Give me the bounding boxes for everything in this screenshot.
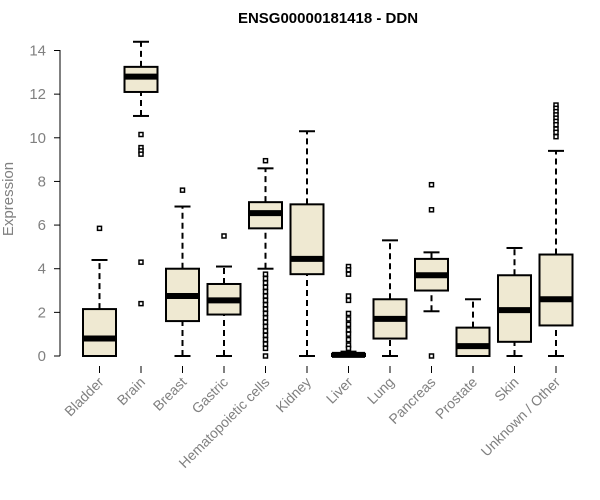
box-unknown-other	[538, 102, 574, 357]
outlier-point	[262, 288, 269, 295]
x-tick-label: Kidney	[273, 374, 315, 416]
box-iqr	[289, 203, 325, 276]
outlier-point	[262, 341, 269, 347]
box-bladder	[82, 225, 117, 357]
outlier-point	[262, 271, 269, 277]
x-tick-label: Prostate	[432, 374, 480, 422]
outlier-point	[345, 327, 352, 333]
outlier-point	[345, 310, 352, 317]
y-axis-label: Expression	[0, 162, 17, 236]
outlier-point	[262, 297, 269, 304]
outlier-point	[262, 332, 269, 339]
x-tick-label: Skin	[491, 374, 522, 405]
x-tick-label: Breast	[150, 374, 190, 414]
outlier-point	[262, 157, 269, 164]
outlier-point	[345, 267, 352, 273]
outlier-point	[262, 280, 269, 286]
outlier-point	[138, 259, 144, 265]
outlier-point	[262, 315, 269, 321]
box-brain	[123, 40, 159, 307]
outlier-point	[553, 129, 559, 136]
box-lung	[372, 239, 408, 357]
x-tick-label: Lung	[364, 374, 397, 407]
outlier-point	[262, 293, 269, 299]
box-skin	[497, 246, 532, 357]
outlier-point	[262, 275, 269, 282]
box-kidney	[289, 130, 325, 357]
outlier-point	[262, 323, 269, 330]
y-tick-label: 6	[38, 217, 46, 234]
box-iqr	[455, 326, 491, 357]
y-axis: 0 2 4 6 8 10 12 14	[29, 43, 60, 365]
outlier-point	[345, 293, 352, 299]
outlier-point	[428, 353, 435, 359]
y-tick-label: 12	[29, 86, 46, 103]
outlier-point	[345, 331, 352, 337]
outlier-point	[345, 321, 352, 328]
outlier-point	[262, 336, 269, 343]
box-breast	[165, 187, 200, 357]
outlier-point	[345, 345, 352, 352]
outlier-point	[553, 121, 559, 128]
box-gastric	[206, 233, 242, 357]
outlier-point	[262, 310, 269, 317]
y-tick-label: 2	[38, 304, 46, 321]
y-tick-label: 14	[29, 43, 46, 60]
box-hematopoietic-cells	[248, 157, 283, 359]
outlier-point	[345, 271, 352, 277]
outlier-point	[262, 319, 269, 325]
outlier-point	[138, 151, 144, 157]
outlier-point	[345, 297, 352, 304]
outlier-point	[428, 207, 435, 213]
outlier-point	[262, 284, 269, 291]
outlier-point	[262, 328, 269, 334]
box-prostate	[455, 298, 491, 357]
outlier-point	[179, 187, 186, 193]
outlier-point	[262, 306, 269, 312]
y-tick-label: 8	[38, 173, 46, 190]
outlier-point	[262, 345, 269, 352]
x-tick-label: Liver	[323, 374, 356, 407]
outlier-point	[553, 133, 559, 140]
outlier-point	[96, 225, 103, 232]
chart-title: ENSG00000181418 - DDN	[238, 10, 418, 27]
outlier-point	[262, 301, 269, 308]
x-tick-label: Bladder	[61, 374, 107, 420]
y-tick-label: 4	[38, 261, 46, 278]
box-pancreas	[414, 181, 449, 359]
outlier-point	[221, 233, 227, 239]
outlier-point	[345, 336, 352, 343]
x-tick-label: Unknown / Other	[478, 374, 564, 460]
y-tick-label: 0	[38, 348, 46, 365]
y-tick-label: 10	[29, 130, 46, 147]
outlier-point	[345, 316, 352, 322]
outlier-point	[428, 181, 435, 188]
box-iqr	[82, 308, 117, 357]
outlier-point	[262, 353, 269, 359]
outlier-point	[138, 300, 144, 307]
box-iqr	[538, 253, 574, 327]
box-liver	[331, 263, 366, 358]
x-tick-label: Brain	[114, 374, 148, 408]
plot-area	[82, 40, 574, 359]
outlier-point	[138, 131, 144, 138]
